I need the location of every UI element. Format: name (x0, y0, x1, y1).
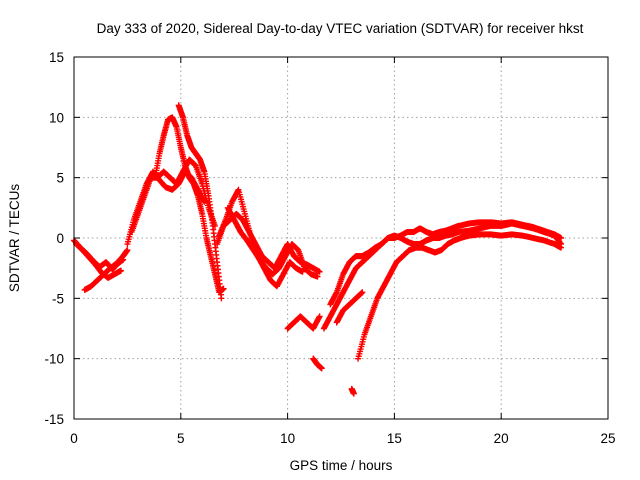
data-point-plus (316, 313, 323, 320)
x-tick-label: 0 (70, 431, 78, 446)
series-arc-15 (333, 289, 366, 326)
x-tick-label: 10 (280, 431, 295, 446)
y-tick-label: 0 (56, 231, 64, 246)
y-tick-label: -15 (44, 412, 64, 427)
series-arc-3 (81, 247, 131, 293)
x-tick-label: 15 (387, 431, 402, 446)
series-arc-10 (224, 204, 321, 280)
x-axis-label: GPS time / hours (290, 458, 393, 473)
series-arc-16 (348, 385, 357, 397)
x-tick-label: 25 (600, 431, 615, 446)
y-tick-label: 10 (49, 110, 64, 125)
x-tick-label: 5 (177, 431, 185, 446)
series-arc-4 (124, 168, 208, 248)
series-arc-11 (284, 313, 323, 332)
axis-ticks: 0 5 10 15 20 25 15 10 5 0 -5 -10 -15 (44, 50, 615, 446)
series-arc-9 (216, 186, 306, 290)
data-point-plus (124, 247, 131, 254)
y-axis-label: SDTVAR / TECUs (7, 184, 22, 293)
y-tick-label: 15 (49, 50, 64, 65)
y-tick-label: -10 (44, 352, 64, 367)
data-point-plus (316, 268, 323, 275)
data-point-plus (350, 390, 357, 397)
data-point-plus (218, 295, 225, 302)
data-point-plus (117, 267, 124, 274)
x-tick-label: 20 (494, 431, 509, 446)
data-point-plus (314, 273, 321, 280)
series-arc-17 (355, 231, 565, 362)
data-point-plus (359, 289, 366, 296)
y-tick-label: -5 (52, 291, 64, 306)
data-point-plus (318, 365, 325, 372)
series-arc-14 (327, 220, 565, 308)
data-points (71, 102, 565, 397)
chart-title: Day 333 of 2020, Sidereal Day-to-day VTE… (97, 21, 584, 36)
y-tick-label: 5 (56, 171, 64, 186)
data-point-plus (558, 244, 565, 251)
series-arc-7 (175, 102, 225, 302)
series-arc-12 (310, 355, 325, 372)
data-point-plus (299, 268, 306, 275)
